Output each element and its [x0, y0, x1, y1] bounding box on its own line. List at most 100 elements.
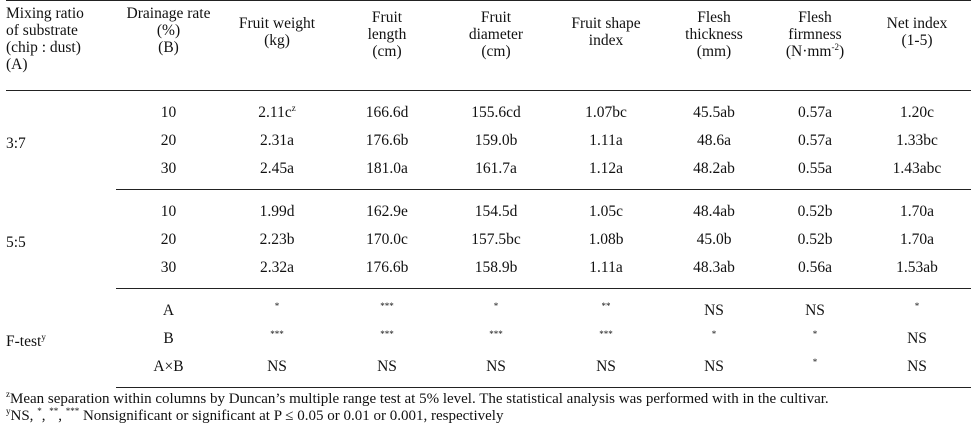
header-line: firmness [788, 26, 842, 43]
header-fruit-length: Fruit length (cm) [333, 0, 441, 91]
header-drainage-rate: Drainage rate (%) (B) [116, 0, 221, 91]
cell-value: 157.5bc [471, 231, 521, 248]
weight-cell: 2.32a [221, 254, 333, 289]
diameter-cell: 158.9b [441, 254, 551, 289]
significance-value: *** [599, 328, 613, 339]
header-line: length [367, 26, 407, 43]
diameter-significance-cell: NS [441, 353, 551, 388]
cell-value: 1.07bc [585, 104, 627, 121]
group-label: 5:5 [6, 234, 26, 251]
cell-value: 1.70a [899, 203, 934, 220]
thickness-cell: 45.5ab [661, 91, 767, 128]
cell-value: 162.9e [366, 203, 408, 220]
length-cell: 176.6b [333, 254, 441, 289]
drainage-rate-cell: 20 [160, 132, 177, 149]
ftest-footnote-mark: y [41, 331, 46, 342]
significance-value: * [914, 300, 920, 311]
cell-value: 1.05c [588, 203, 623, 220]
length-cell: 170.0c [333, 226, 441, 254]
footnotes: zMean separation within columns by Dunca… [6, 390, 971, 425]
drainage-rate-cell: 20 [160, 231, 177, 248]
footnote-text: NS, [10, 408, 38, 424]
firmness-significance-cell: NS [767, 289, 863, 326]
length-significance-cell: NS [333, 353, 441, 388]
header-line: Fruit weight [238, 15, 316, 32]
weight-significance-cell: * [221, 289, 333, 326]
header-line: (cm) [481, 43, 511, 60]
diameter-significance-cell: *** [441, 325, 551, 353]
footnote-symbol: * [37, 406, 42, 416]
cell-value: 159.0b [474, 132, 518, 149]
shape-cell: 1.12a [551, 155, 661, 190]
significance-value: NS [805, 302, 825, 319]
results-table-container: Mixing ratio of substrate (chip : dust) … [6, 0, 971, 425]
firmness-cell: 0.57a [767, 91, 863, 128]
weight-cell: 2.23b [221, 226, 333, 254]
length-significance-cell: *** [333, 325, 441, 353]
cell-value: 2.11c [258, 104, 292, 121]
header-fruit-shape-index: Fruit shape index [551, 0, 661, 91]
header-line: index [588, 32, 624, 49]
drainage-rate-cell: 30 [116, 155, 221, 190]
cell-value: 1.70a [899, 231, 934, 248]
length-cell: 181.0a [333, 155, 441, 190]
significance-value: *** [489, 328, 503, 339]
firmness-significance-cell: * [767, 353, 863, 388]
diameter-cell: 161.7a [441, 155, 551, 190]
drainage-rate-cell: 30 [116, 254, 221, 289]
significance-value: NS [907, 330, 927, 347]
net-cell: 1.33bc [863, 127, 971, 155]
cell-value: 155.6cd [471, 104, 521, 121]
significance-value: * [711, 328, 717, 339]
header-line: diameter [468, 26, 524, 43]
drainage-rate-cell: 10 [160, 104, 177, 121]
cell-value: 161.7a [475, 160, 517, 177]
diameter-cell: 159.0b [441, 127, 551, 155]
firmness-cell: 0.52b [767, 190, 863, 227]
significance-value: NS [377, 358, 397, 375]
cell-value: 0.56a [797, 259, 832, 276]
footnote-text: Mean separation within columns by Duncan… [10, 391, 829, 407]
thickness-cell: 48.3ab [661, 254, 767, 289]
table-row: 20 2.31a 176.6b 159.0b 1.11a 48.6a 0.57a 1.33bc [6, 127, 971, 155]
diameter-significance-cell: * [441, 289, 551, 326]
length-cell: 166.6d [333, 91, 441, 128]
cell-value: 2.31a [259, 132, 294, 149]
footnote-text: , [58, 408, 66, 424]
weight-cell: 2.31a [221, 127, 333, 155]
header-line: (B) [158, 39, 179, 56]
firmness-significance-cell: * [767, 325, 863, 353]
cell-value: 176.6b [365, 132, 409, 149]
table-row: F-testy A * *** * ** NS NS * [6, 289, 971, 350]
net-significance-cell: NS [863, 353, 971, 388]
significance-value: * [274, 300, 280, 311]
cell-value: 2.45a [259, 160, 294, 177]
footnote-symbol: *** [65, 406, 80, 416]
unit-close: ) [838, 43, 845, 60]
ftest-label-text: F-test [6, 333, 42, 350]
header-line: (cm) [372, 43, 402, 60]
header-mixing-ratio: Mixing ratio of substrate (chip : dust) … [6, 0, 116, 91]
shape-significance-cell: *** [551, 325, 661, 353]
table-row: B *** *** *** *** * * NS [6, 325, 971, 353]
ftest-label: F-testy [6, 289, 116, 388]
shape-significance-cell: ** [551, 289, 661, 326]
net-cell: 1.20c [863, 91, 971, 128]
diameter-cell: 157.5bc [441, 226, 551, 254]
thickness-significance-cell: * [661, 325, 767, 353]
factor-cell: A×B [116, 353, 221, 388]
unit-text: (N·mm [785, 43, 832, 60]
header-flesh-thickness: Flesh thickness (mm) [661, 0, 767, 91]
cell-value: 0.55a [797, 160, 832, 177]
footnote-symbol: ** [49, 406, 59, 416]
significance-value: *** [380, 328, 394, 339]
diameter-cell: 154.5d [441, 190, 551, 227]
results-table: Mixing ratio of substrate (chip : dust) … [6, 0, 971, 388]
cell-value: 0.52b [797, 231, 833, 248]
cell-value: 1.11a [589, 132, 623, 149]
cell-value: 2.23b [259, 231, 295, 248]
header-line: Net index [886, 15, 948, 32]
net-significance-cell: NS [863, 325, 971, 353]
net-significance-cell: * [863, 289, 971, 326]
firmness-cell: 0.52b [767, 226, 863, 254]
